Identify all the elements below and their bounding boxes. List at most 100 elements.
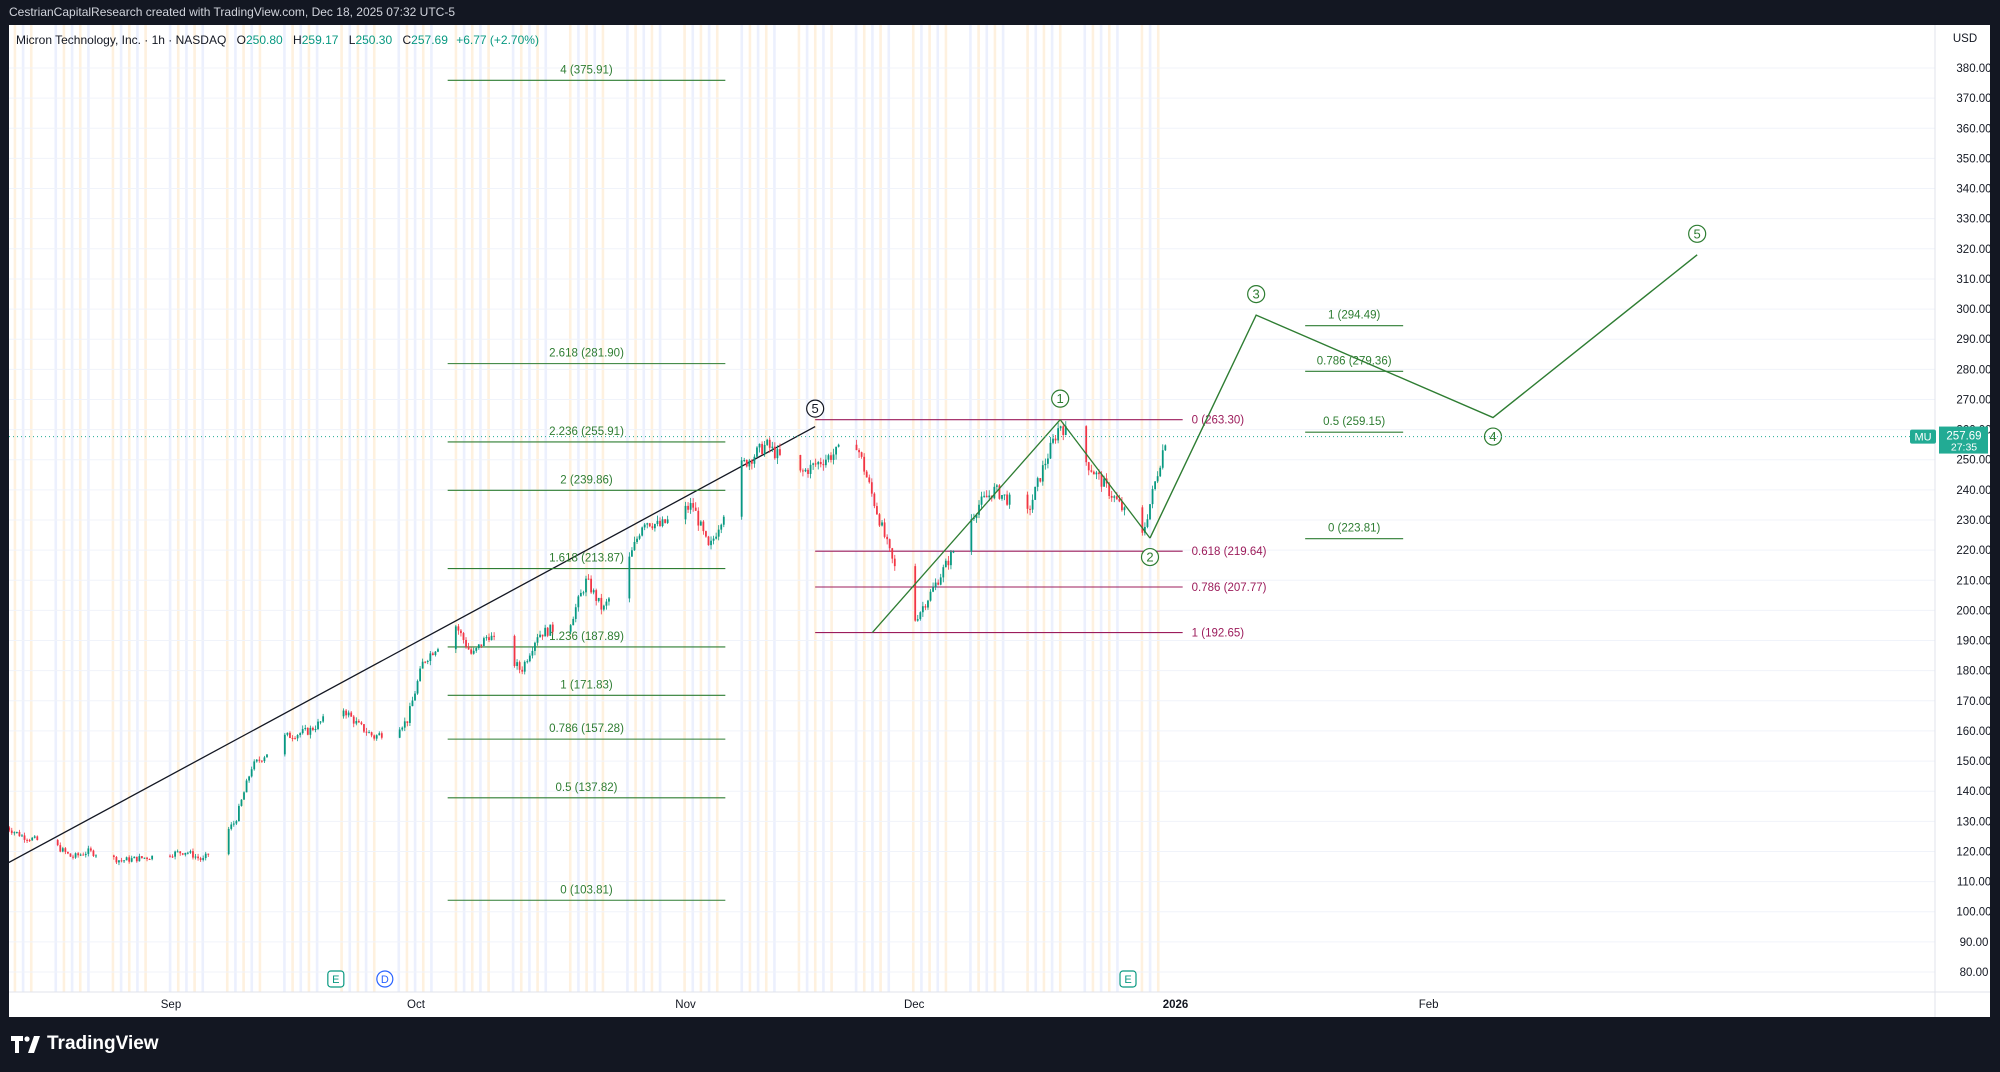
candle-body (245, 780, 248, 793)
candle (947, 555, 950, 570)
session-stripe (593, 25, 597, 992)
candle (807, 468, 809, 478)
candle-body (1115, 496, 1118, 500)
candle-body (799, 454, 802, 471)
candle-body (551, 624, 554, 632)
candle-body (633, 541, 636, 551)
candle (870, 478, 873, 497)
candle-body (590, 578, 592, 593)
candle (135, 856, 138, 863)
candle (750, 459, 753, 470)
candle (112, 854, 115, 860)
trendline (9, 426, 816, 864)
session-stripe (1156, 25, 1160, 992)
candle (197, 853, 199, 861)
candle-body (304, 727, 307, 730)
legend-low-label: L (348, 33, 356, 47)
fib-level-label: 1.236 (187.89) (549, 631, 624, 643)
session-stripe (748, 25, 752, 992)
candle (513, 634, 516, 668)
candle (87, 845, 90, 857)
wave-label-text: 2 (1146, 550, 1153, 565)
candle-body (768, 439, 771, 448)
candle-body (184, 852, 187, 855)
candle-body (582, 592, 585, 594)
candle (373, 734, 376, 741)
candle-body (1110, 496, 1113, 498)
candle (238, 803, 240, 822)
candle-body (15, 831, 18, 833)
candle-body (893, 558, 896, 567)
candle (454, 624, 457, 654)
candle-body (309, 727, 312, 735)
candle-body (283, 734, 286, 755)
earnings-icon (1119, 970, 1137, 988)
candle-body (684, 505, 687, 520)
session-stripe (13, 25, 17, 992)
candle (299, 732, 302, 738)
candle (289, 731, 291, 739)
candle (546, 626, 549, 638)
candle (1003, 494, 1006, 501)
candle-body (424, 661, 427, 663)
candle (431, 651, 434, 656)
candle-body (521, 669, 524, 672)
candle (1146, 514, 1149, 529)
price-chart[interactable]: 4 (375.91) 2.618 (281.90) 2.236 (255.91) 2 … (9, 25, 1990, 1017)
candle (480, 644, 483, 649)
candle (475, 647, 478, 653)
candle-body (1123, 507, 1126, 511)
candle (863, 453, 866, 475)
candle-body (1006, 494, 1008, 505)
session-stripe (626, 25, 629, 992)
candle-body (23, 835, 26, 840)
candle-body (72, 856, 74, 858)
candle-body (651, 526, 654, 529)
candle-body (513, 635, 516, 667)
session-stripe (634, 25, 637, 992)
chart-frame[interactable]: 4 (375.91) 2.618 (281.90) 2.236 (255.91) 2 … (9, 25, 1990, 1017)
candle (141, 855, 143, 859)
price-axis-tick: 370.00 (1956, 93, 1990, 105)
candle-body (342, 710, 345, 717)
candle (319, 721, 322, 725)
candle (130, 855, 133, 863)
session-stripe (454, 25, 458, 992)
candle-body (1039, 478, 1042, 482)
candle-body (763, 444, 766, 455)
price-axis-tick: 270.00 (1956, 394, 1990, 406)
tradingview-logo[interactable]: TradingView (11, 1033, 159, 1055)
candle-body (855, 444, 858, 451)
candle (1001, 494, 1003, 501)
candle-body (1001, 495, 1003, 499)
session-stripe (176, 25, 180, 992)
history-shading (13, 25, 1160, 992)
session-stripe (911, 25, 915, 992)
event-marker: E (1119, 970, 1137, 988)
candle-body (830, 455, 832, 460)
candle (934, 578, 937, 591)
time-axis-tick: Nov (675, 999, 696, 1011)
candle-body (1085, 426, 1088, 463)
price-axis-tick: 140.00 (1956, 786, 1990, 798)
candle (488, 633, 490, 643)
candle (697, 507, 700, 531)
candle-body (659, 520, 661, 527)
session-stripe (340, 25, 343, 992)
session-stripe (642, 25, 646, 992)
candle (342, 708, 345, 719)
candle (664, 518, 667, 524)
candle-body (934, 582, 937, 588)
candle (61, 846, 64, 853)
candle (597, 597, 600, 603)
candle (684, 501, 687, 525)
candle-body (1095, 472, 1098, 475)
session-stripe (364, 25, 368, 992)
session-stripe (405, 25, 409, 992)
candle-body (250, 769, 253, 777)
candle (551, 621, 554, 635)
candle (260, 760, 263, 763)
session-stripe (928, 25, 931, 992)
candle-body (745, 460, 748, 467)
candle (169, 854, 171, 858)
